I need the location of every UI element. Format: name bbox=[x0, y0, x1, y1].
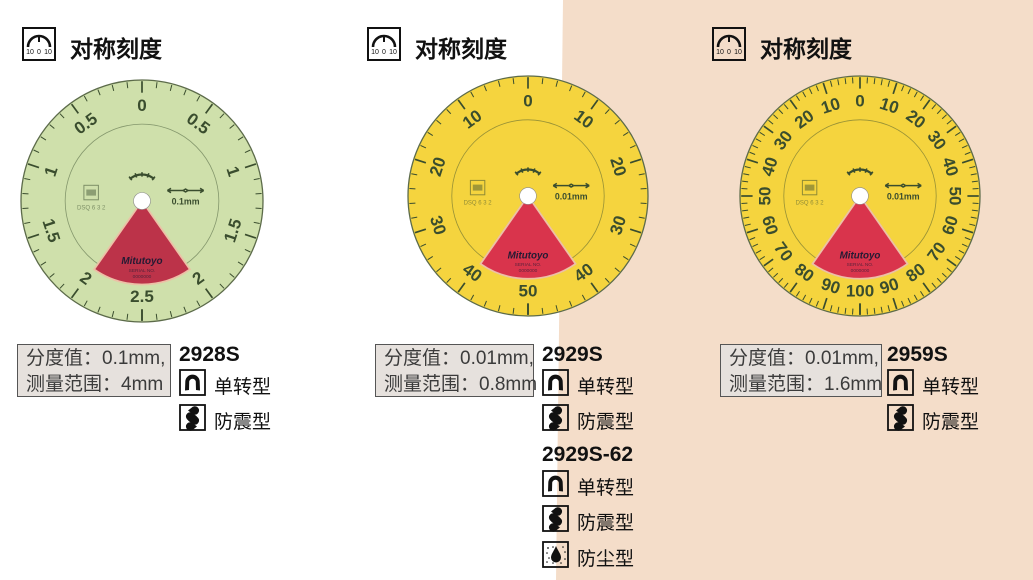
svg-text:50: 50 bbox=[945, 187, 964, 206]
svg-text:0000000: 0000000 bbox=[519, 268, 538, 274]
svg-text:0.1mm: 0.1mm bbox=[172, 196, 200, 206]
svg-text:0: 0 bbox=[137, 96, 146, 115]
svg-text:DSQ 6 3 2: DSQ 6 3 2 bbox=[464, 200, 493, 206]
svg-text:0000000: 0000000 bbox=[851, 268, 870, 274]
svg-text:DSQ 6 3 2: DSQ 6 3 2 bbox=[77, 205, 106, 212]
svg-text:SERIAL NO.: SERIAL NO. bbox=[847, 262, 874, 268]
svg-text:Mitutoyo: Mitutoyo bbox=[508, 250, 549, 261]
svg-text:2.5: 2.5 bbox=[130, 287, 154, 306]
svg-text:0.01mm: 0.01mm bbox=[555, 191, 588, 201]
svg-text:DSQ 6 3 2: DSQ 6 3 2 bbox=[796, 200, 825, 206]
svg-text:0: 0 bbox=[523, 92, 532, 111]
svg-text:0.01mm: 0.01mm bbox=[887, 191, 920, 201]
svg-text:SERIAL NO.: SERIAL NO. bbox=[129, 268, 156, 274]
svg-text:0000000: 0000000 bbox=[133, 274, 152, 280]
svg-text:Mitutoyo: Mitutoyo bbox=[840, 250, 881, 261]
svg-text:100: 100 bbox=[846, 281, 874, 300]
svg-text:SERIAL NO.: SERIAL NO. bbox=[515, 262, 542, 268]
svg-text:0: 0 bbox=[855, 92, 864, 111]
svg-text:Mitutoyo: Mitutoyo bbox=[121, 256, 162, 267]
svg-text:50: 50 bbox=[756, 187, 775, 206]
svg-text:50: 50 bbox=[519, 281, 538, 300]
